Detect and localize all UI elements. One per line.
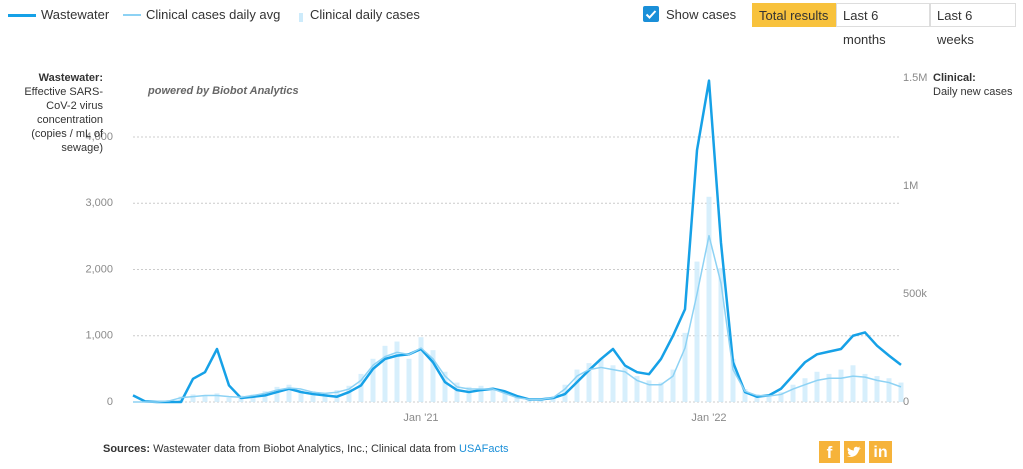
bar xyxy=(874,376,880,402)
bar xyxy=(214,393,220,402)
bar xyxy=(766,395,772,402)
series-line xyxy=(132,79,902,404)
y-axis-title: Wastewater: Effective SARS-CoV-2 virus c… xyxy=(8,71,103,155)
sources: Sources: Wastewater data from Biobot Ana… xyxy=(103,443,509,455)
bar xyxy=(322,394,328,402)
bar xyxy=(886,378,892,402)
bar xyxy=(622,367,628,402)
y-tick-label: 4,000 xyxy=(85,131,113,143)
bar xyxy=(706,196,712,402)
annotation: powered by Biobot Analytics xyxy=(148,85,299,97)
bar xyxy=(574,369,580,402)
share-twitter[interactable] xyxy=(844,441,865,463)
bar xyxy=(358,373,364,402)
bar xyxy=(730,358,736,402)
bar xyxy=(394,341,400,402)
bar xyxy=(646,380,652,402)
bar xyxy=(490,390,496,402)
sources-label: Sources: xyxy=(103,443,151,455)
range-button[interactable]: Last 6 weeks xyxy=(930,3,1016,47)
bar xyxy=(610,365,616,402)
share-facebook[interactable]: f xyxy=(819,441,840,463)
bar xyxy=(226,397,232,402)
x-tick-label: Jan '22 xyxy=(691,412,726,424)
bar xyxy=(586,363,592,402)
bar xyxy=(406,358,412,402)
legend-label: Wastewater xyxy=(41,7,110,22)
y2-axis-title-main: Clinical: xyxy=(933,72,976,84)
bar xyxy=(754,394,760,402)
bar xyxy=(370,358,376,402)
bar xyxy=(790,384,796,402)
y2-tick-label: 500k xyxy=(903,288,927,300)
legend-label: Clinical daily cases xyxy=(310,7,420,22)
bar xyxy=(898,382,904,402)
bar xyxy=(202,395,208,402)
bar xyxy=(442,371,448,402)
range-button[interactable]: Total results xyxy=(752,3,836,27)
header: Wastewater Clinical cases daily avg Clin… xyxy=(0,0,1023,47)
bar xyxy=(862,373,868,402)
checkbox-label[interactable]: Show cases xyxy=(666,7,737,22)
sources-text: Wastewater data from Biobot Analytics, I… xyxy=(153,443,456,455)
range-button[interactable]: Last 6 months xyxy=(836,3,930,47)
sources-link[interactable]: USAFacts xyxy=(459,443,509,455)
bar xyxy=(514,396,520,402)
bar xyxy=(286,384,292,402)
bar xyxy=(718,268,724,402)
bar xyxy=(598,358,604,402)
y-tick-label: 0 xyxy=(107,396,113,408)
legend-swatch xyxy=(299,13,303,22)
legend-label: Clinical cases daily avg xyxy=(146,7,281,22)
bar xyxy=(502,392,508,402)
bar xyxy=(274,386,280,402)
y-axis-title-main: Wastewater: xyxy=(38,72,103,84)
legend-swatch xyxy=(8,14,36,17)
bar xyxy=(802,378,808,402)
y-tick-label: 2,000 xyxy=(85,263,113,275)
bar xyxy=(454,382,460,402)
bar xyxy=(430,350,436,402)
series-line xyxy=(133,234,902,403)
bar xyxy=(778,392,784,402)
y2-axis-title-detail: Daily new cases xyxy=(933,86,1013,98)
y2-axis-title: Clinical: Daily new cases xyxy=(933,71,1021,99)
bar xyxy=(694,261,700,402)
bar xyxy=(538,399,544,402)
bar xyxy=(382,345,388,402)
bar xyxy=(838,369,844,402)
y2-tick-label: 1.5M xyxy=(903,72,927,84)
bar xyxy=(466,386,472,402)
bar xyxy=(670,369,676,402)
y2-tick-label: 0 xyxy=(903,396,909,408)
y2-tick-label: 1M xyxy=(903,180,918,192)
bar xyxy=(346,385,352,402)
bar xyxy=(826,373,832,402)
bar xyxy=(298,390,304,402)
bar xyxy=(634,376,640,402)
bar xyxy=(190,394,196,402)
bar xyxy=(478,385,484,402)
x-tick-label: Jan '21 xyxy=(403,412,438,424)
bar xyxy=(814,371,820,402)
y-axis-title-detail: Effective SARS-CoV-2 virus concentration… xyxy=(24,86,103,154)
y-tick-label: 3,000 xyxy=(85,197,113,209)
bar xyxy=(742,389,748,402)
share-linkedin[interactable]: in xyxy=(869,441,892,463)
bar xyxy=(658,382,664,402)
bar xyxy=(850,365,856,402)
legend-swatch xyxy=(123,14,141,16)
bar xyxy=(310,391,316,402)
checkbox[interactable] xyxy=(643,6,659,22)
bar xyxy=(682,332,688,402)
y-tick-label: 1,000 xyxy=(85,330,113,342)
bar xyxy=(250,394,256,402)
bar xyxy=(418,337,424,402)
bar xyxy=(550,396,556,402)
